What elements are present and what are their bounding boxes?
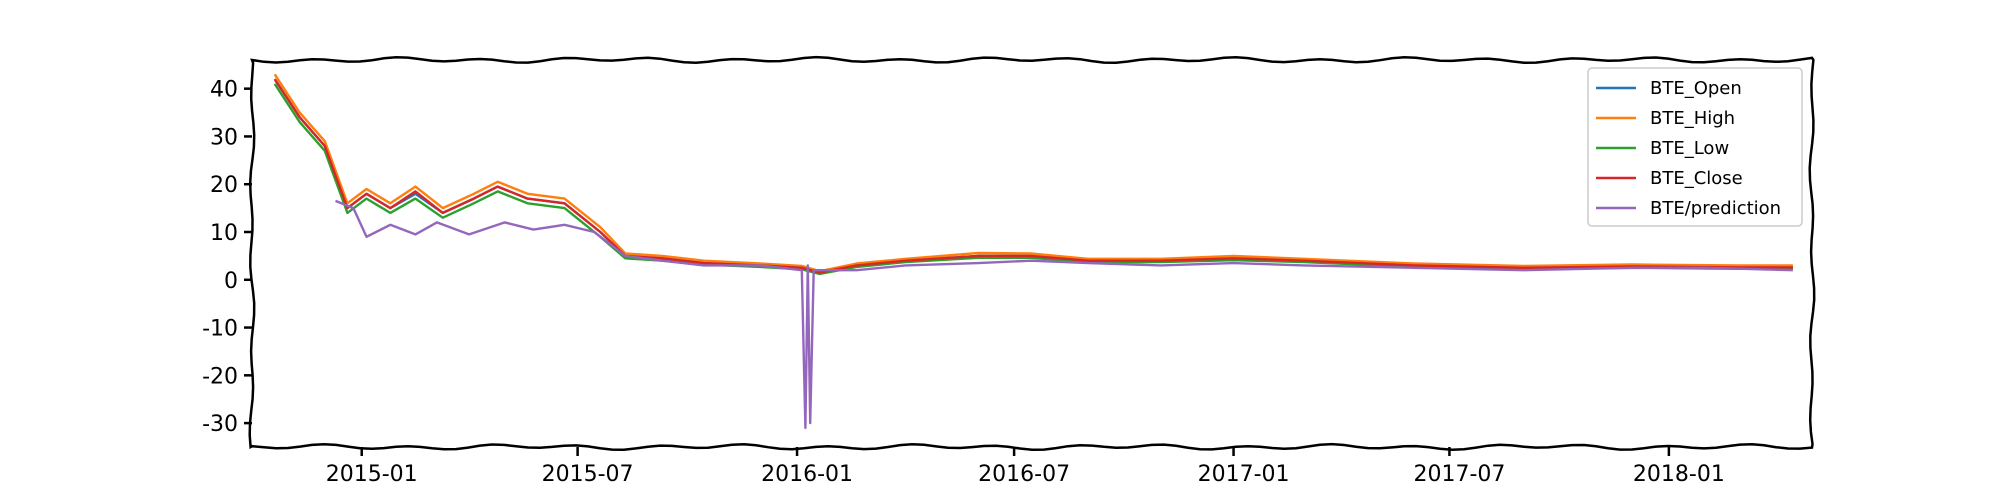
y-tick-label: 40 [210, 78, 238, 103]
y-tick-label: 10 [210, 221, 238, 246]
series-line-0 [273, 78, 1793, 274]
y-tick-label: -30 [202, 412, 238, 437]
y-tick-label: -20 [202, 364, 238, 389]
series-lines [273, 73, 1793, 430]
legend-label: BTE_High [1650, 108, 1735, 129]
series-line-2 [273, 83, 1793, 276]
x-tick-label: 2017-01 [1198, 462, 1290, 487]
x-tick-label: 2016-01 [761, 462, 853, 487]
plot-frame [248, 55, 1816, 451]
x-tick-label: 2017-07 [1413, 462, 1505, 487]
y-tick-label: 0 [224, 269, 238, 294]
y-tick-label: 20 [210, 173, 238, 198]
legend-label: BTE_Close [1650, 168, 1743, 189]
series-line-1 [273, 73, 1793, 273]
legend-box [1587, 67, 1803, 227]
legend-label: BTE/prediction [1650, 198, 1781, 219]
legend-label: BTE_Low [1650, 138, 1729, 159]
x-axis: 2015-01 2015-07 2016-01 2016-07 2017-01 2017-… [326, 447, 1725, 487]
series-line-3 [273, 78, 1793, 274]
y-axis: 40 30 20 10 0 -10 -20 -30 [202, 78, 252, 437]
y-tick-label: -10 [202, 317, 238, 342]
series-line-4 [335, 199, 1793, 430]
y-tick-label: 30 [210, 125, 238, 150]
legend-label: BTE_Open [1650, 78, 1742, 99]
x-tick-label: 2016-07 [978, 462, 1070, 487]
x-tick-label: 2015-01 [326, 462, 418, 487]
legend: BTE_Open BTE_High BTE_Low BTE_Close BTE/pred… [1587, 67, 1803, 227]
x-tick-label: 2015-07 [542, 462, 634, 487]
x-tick-label: 2018-01 [1633, 462, 1725, 487]
